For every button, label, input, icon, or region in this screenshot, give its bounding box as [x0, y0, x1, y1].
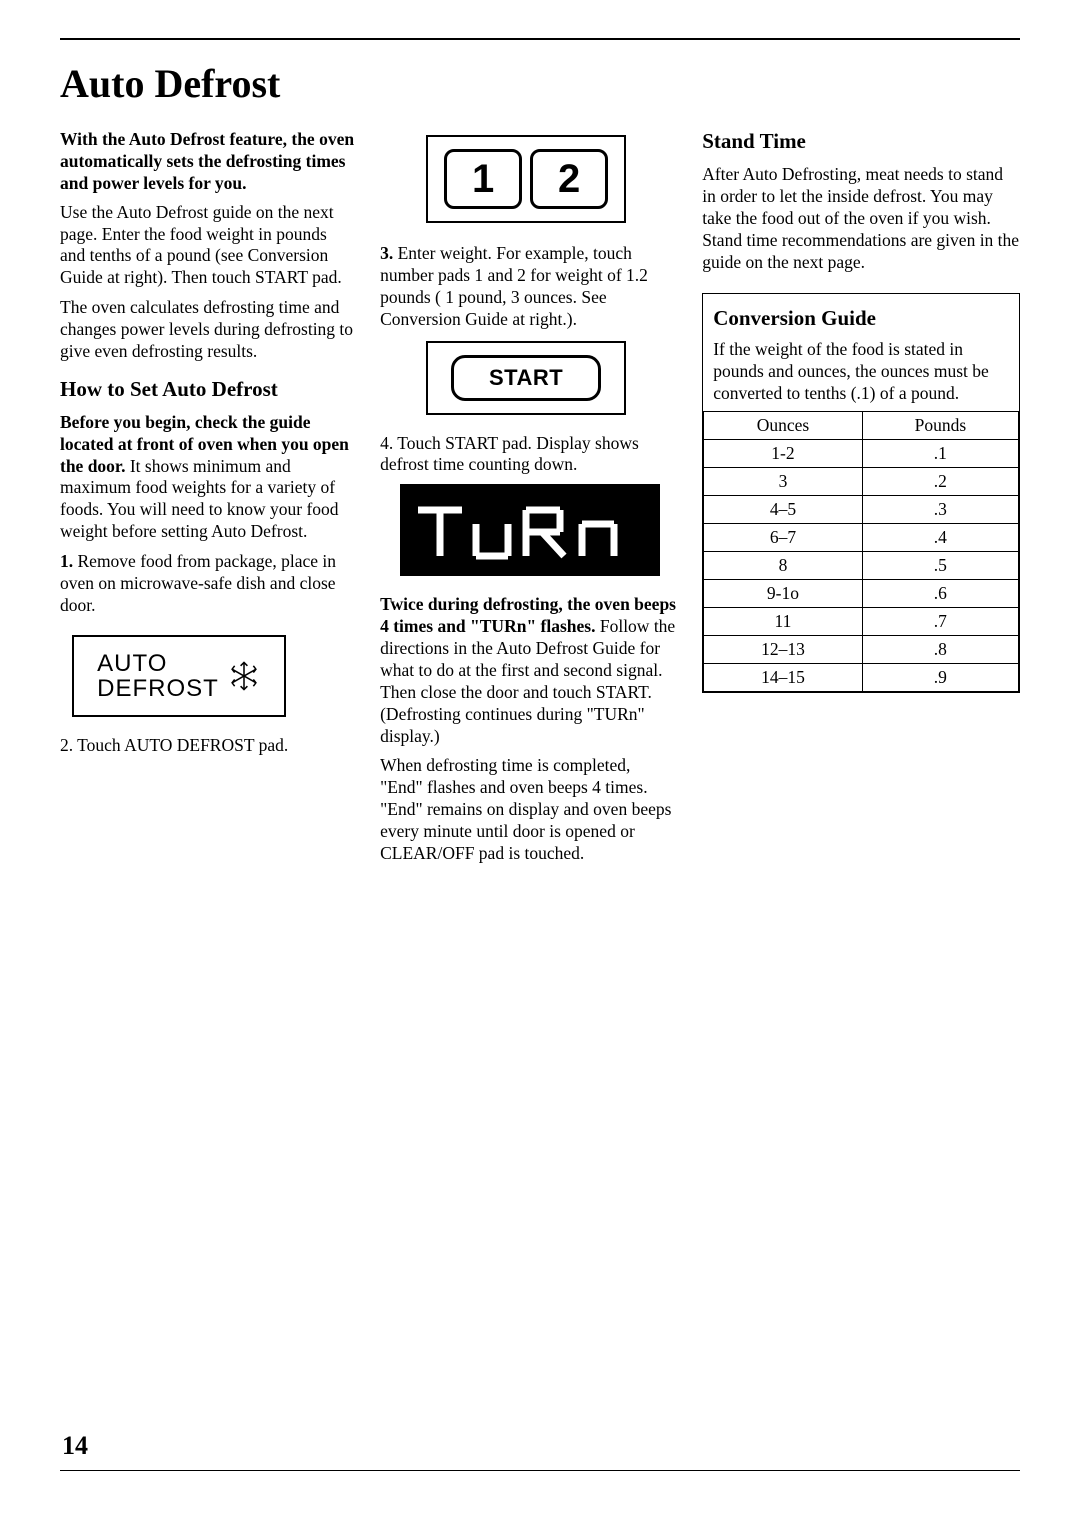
howto-heading: How to Set Auto Defrost [60, 377, 354, 402]
auto-label-line1: AUTO [97, 651, 219, 676]
column-3: Stand Time After Auto Defrosting, meat n… [702, 129, 1020, 873]
turn-display-illustration [400, 484, 660, 576]
table-row: 12–13.8 [704, 636, 1019, 664]
table-row: 4–5.3 [704, 496, 1019, 524]
step3-text: Enter weight. For example, touch number … [380, 243, 648, 329]
intro-bold: With the Auto Defrost feature, the oven … [60, 129, 354, 195]
stand-time-heading: Stand Time [702, 129, 1020, 154]
before-paragraph: Before you begin, check the guide locate… [60, 412, 354, 543]
step4-text: 4. Touch START pad. Display shows defros… [380, 433, 676, 477]
conversion-guide-box: Conversion Guide If the weight of the fo… [702, 293, 1020, 693]
turn-segments-icon [400, 484, 660, 576]
table-row: 8.5 [704, 552, 1019, 580]
start-pad-illustration: START [426, 341, 626, 415]
step3-paragraph: 3. Enter weight. For example, touch numb… [380, 243, 676, 331]
step1-num: 1. [60, 551, 73, 571]
twice-paragraph: Twice during defrosting, the oven beeps … [380, 594, 676, 747]
page-title: Auto Defrost [60, 60, 1020, 107]
step1-paragraph: 1. Remove food from package, place in ov… [60, 551, 354, 617]
column-2: 1 2 3. Enter weight. For example, touch … [380, 129, 676, 873]
snowflake-icon [227, 659, 261, 693]
step1-text: Remove food from package, place in oven … [60, 551, 336, 615]
th-pounds: Pounds [862, 412, 1018, 440]
step3-num: 3. [380, 243, 393, 263]
start-button-label: START [451, 355, 601, 401]
table-row: 9-1o.6 [704, 580, 1019, 608]
columns: With the Auto Defrost feature, the oven … [60, 129, 1020, 873]
table-row: 14–15.9 [704, 664, 1019, 692]
column-1: With the Auto Defrost feature, the oven … [60, 129, 354, 873]
table-row: 11.7 [704, 608, 1019, 636]
auto-label-line2: DEFROST [97, 676, 219, 701]
page-number: 14 [62, 1431, 88, 1461]
stand-time-text: After Auto Defrosting, meat needs to sta… [702, 164, 1020, 273]
table-row: 1-2.1 [704, 440, 1019, 468]
table-row: 6–7.4 [704, 524, 1019, 552]
intro-p1: Use the Auto Defrost guide on the next p… [60, 202, 354, 290]
keypad-1: 1 [444, 149, 522, 209]
conversion-table: Ounces Pounds 1-2.1 3.2 4–5.3 6–7.4 8.5 … [703, 411, 1019, 692]
keypad-2: 2 [530, 149, 608, 209]
number-pads-illustration: 1 2 [426, 135, 626, 223]
step2-text: 2. Touch AUTO DEFROST pad. [60, 735, 354, 757]
conversion-guide-text: If the weight of the food is stated in p… [713, 339, 1009, 405]
conversion-guide-inner: Conversion Guide If the weight of the fo… [703, 294, 1019, 405]
th-ounces: Ounces [704, 412, 863, 440]
table-header-row: Ounces Pounds [704, 412, 1019, 440]
conversion-guide-title: Conversion Guide [713, 306, 1009, 331]
top-rule [60, 38, 1020, 40]
auto-defrost-label: AUTO DEFROST [97, 651, 219, 701]
intro-p2: The oven calculates defrosting time and … [60, 297, 354, 363]
end-paragraph: When defrosting time is completed, "End"… [380, 755, 676, 864]
bottom-rule [60, 1470, 1020, 1471]
auto-defrost-pad-illustration: AUTO DEFROST [72, 635, 286, 717]
table-row: 3.2 [704, 468, 1019, 496]
